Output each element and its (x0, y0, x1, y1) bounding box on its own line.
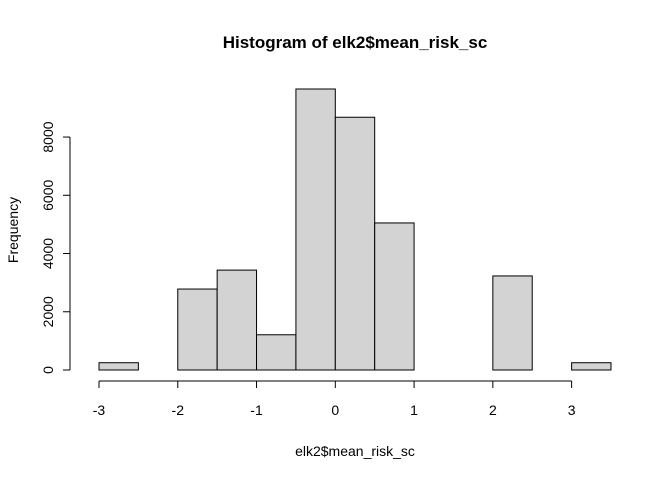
histogram-bar (374, 222, 415, 371)
x-tick-label: -1 (250, 402, 263, 418)
x-tick-label: -3 (93, 402, 106, 418)
bars-group (98, 88, 612, 371)
histogram-bar (216, 269, 258, 371)
x-axis: -3 -2 -1 0 1 2 3 (93, 380, 576, 418)
x-tick-label: 0 (331, 402, 339, 418)
y-tick-label: 4000 (40, 238, 56, 269)
x-tick-label: 1 (410, 402, 418, 418)
chart-title: Histogram of elk2$mean_risk_sc (223, 33, 488, 52)
y-axis: 0 2000 4000 6000 8000 (40, 121, 71, 374)
x-tick-label: 3 (568, 402, 576, 418)
histogram-bar (571, 362, 612, 371)
histogram-bar (98, 362, 139, 371)
histogram-bar (334, 116, 376, 371)
y-tick-label: 6000 (40, 180, 56, 211)
y-axis-label: Frequency (5, 197, 21, 263)
histogram-bar (295, 88, 336, 371)
x-tick-label: -2 (172, 402, 185, 418)
histogram-bar (256, 334, 297, 371)
y-tick-label: 0 (40, 366, 56, 374)
x-axis-label: elk2$mean_risk_sc (295, 443, 415, 459)
y-tick-label: 8000 (40, 121, 56, 152)
histogram-bar (177, 288, 218, 371)
histogram-bar (492, 275, 533, 371)
y-tick-label: 2000 (40, 296, 56, 327)
x-tick-label: 2 (489, 402, 497, 418)
